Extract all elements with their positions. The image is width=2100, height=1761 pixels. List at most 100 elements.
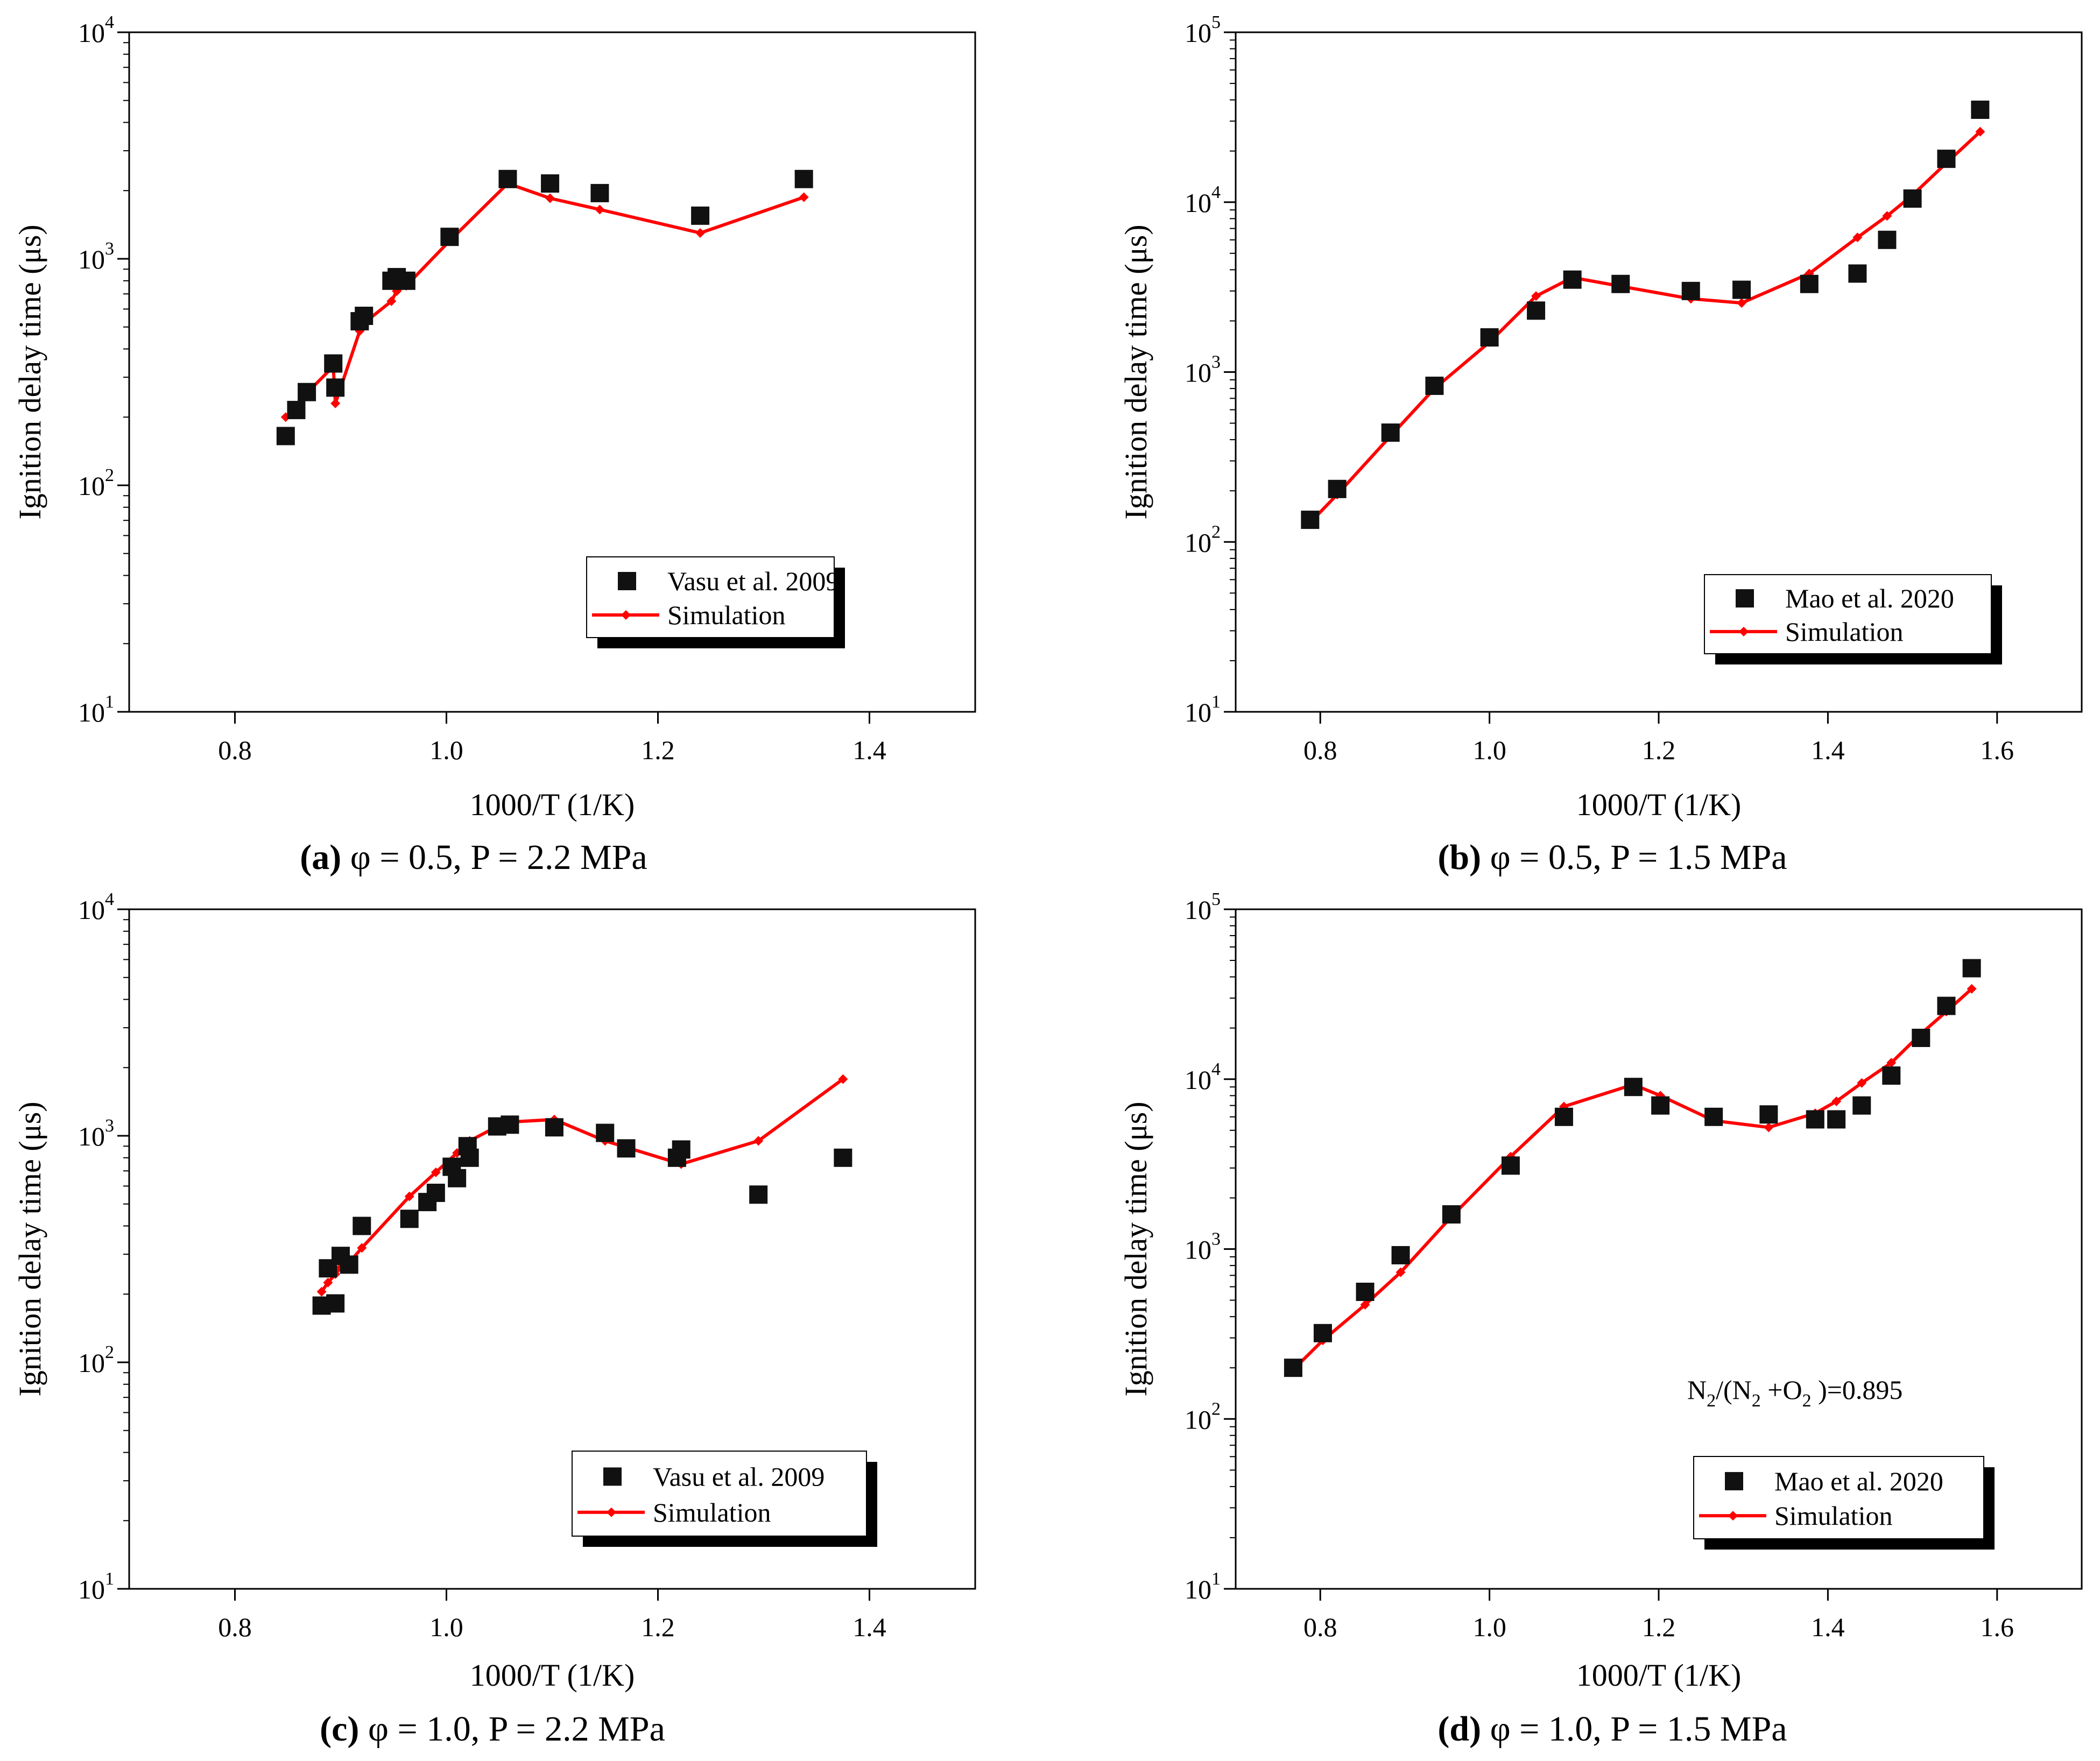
legend-experiment-marker <box>603 1467 622 1486</box>
x-tick-label: 1.4 <box>1811 1612 1845 1642</box>
y-tick-exponent: 2 <box>105 465 114 485</box>
y-tick-label: 104 <box>1185 1059 1221 1095</box>
experiment-point <box>672 1140 690 1159</box>
experiment-point <box>1651 1096 1670 1115</box>
y-tick-label: 102 <box>1185 1399 1221 1434</box>
legend-experiment-marker <box>1736 589 1754 608</box>
simulation-point <box>1975 126 1985 137</box>
y-tick-base: 10 <box>1185 527 1211 557</box>
experiment-point <box>1284 1359 1302 1377</box>
x-axis-title: 1000/T (1/K) <box>470 1658 635 1693</box>
y-tick-exponent: 2 <box>105 1342 114 1362</box>
legend-experiment-label: Vasu et al. 2009 <box>667 566 839 596</box>
simulation-point <box>316 1286 327 1297</box>
experiment-point <box>617 1139 636 1158</box>
legend-box <box>1704 574 1992 654</box>
simulation-point <box>357 1243 367 1253</box>
panel-caption: (c) φ = 1.0, P = 2.2 MPa <box>320 1709 665 1749</box>
y-tick-base: 10 <box>1185 18 1211 48</box>
legend-box <box>1693 1456 1984 1539</box>
panel-caption: (b) φ = 0.5, P = 1.5 MPa <box>1437 838 1787 877</box>
y-axis-title: Ignition delay time (μs) <box>12 1101 47 1396</box>
annotation-subscript: 2 <box>1802 1391 1812 1411</box>
legend-experiment-label: Mao et al. 2020 <box>1785 583 1954 613</box>
y-tick-label: 102 <box>78 1342 114 1378</box>
experiment-point <box>1912 1029 1930 1048</box>
x-tick-label: 1.0 <box>429 1612 463 1642</box>
simulation-point <box>1886 1058 1897 1068</box>
y-tick-base: 10 <box>78 1574 105 1604</box>
experiment-point <box>1852 1096 1871 1115</box>
y-tick-base: 10 <box>78 1348 105 1378</box>
experiment-point <box>298 383 316 401</box>
x-axis-title: 1000/T (1/K) <box>1576 787 1742 822</box>
experiment-point <box>545 1118 563 1137</box>
x-tick-label: 1.6 <box>1981 735 2014 765</box>
simulation-point <box>323 1277 333 1288</box>
y-tick-exponent: 2 <box>1211 1399 1221 1419</box>
experiment-point <box>1937 150 1956 168</box>
x-tick-label: 1.0 <box>1472 735 1506 765</box>
simulation-line <box>320 1078 844 1293</box>
legend-experiment-label: Mao et al. 2020 <box>1774 1466 1943 1496</box>
y-tick-exponent: 5 <box>1211 889 1221 909</box>
y-tick-label: 102 <box>1185 522 1221 557</box>
caption-text: φ = 1.0, P = 2.2 MPa <box>359 1709 665 1749</box>
simulation-point <box>1531 291 1541 301</box>
simulation-line <box>284 182 805 419</box>
experiment-point <box>1971 100 1990 119</box>
legend-experiment-marker <box>1725 1472 1743 1490</box>
simulation-point <box>1882 211 1892 221</box>
annotation-text: +O <box>1761 1375 1802 1405</box>
caption-text: φ = 0.5, P = 2.2 MPa <box>341 838 647 877</box>
experiment-point <box>1827 1110 1846 1129</box>
experiment-point <box>1501 1156 1520 1175</box>
experiment-point <box>1759 1105 1778 1124</box>
experiment-point <box>276 427 295 445</box>
experiment-point <box>1356 1283 1375 1302</box>
experiment-point <box>1681 281 1700 300</box>
y-tick-base: 10 <box>1185 1235 1211 1265</box>
experiment-point <box>1611 274 1630 293</box>
experiment-point <box>1704 1107 1723 1126</box>
y-tick-label: 105 <box>1185 889 1221 925</box>
y-tick-exponent: 3 <box>105 1116 114 1136</box>
y-tick-base: 10 <box>1185 895 1211 925</box>
y-tick-label: 101 <box>78 692 114 727</box>
experiment-point <box>1624 1078 1643 1097</box>
y-axis-title: Ignition delay time (μs) <box>12 224 47 519</box>
y-tick-base: 10 <box>1185 188 1211 218</box>
experiment-point <box>426 1184 445 1203</box>
y-tick-base: 10 <box>78 471 105 501</box>
y-tick-label: 101 <box>78 1569 114 1604</box>
experiment-point <box>1878 230 1897 249</box>
composition-annotation: N2/(N2 +O2 )=0.895 <box>1687 1375 1902 1411</box>
y-axis-title: Ignition delay time (μs) <box>1118 1101 1153 1396</box>
legend-simulation-label: Simulation <box>653 1497 771 1527</box>
caption-text: φ = 0.5, P = 1.5 MPa <box>1481 838 1787 877</box>
legend-simulation-marker <box>607 1507 616 1517</box>
legend-simulation-label: Simulation <box>667 600 785 630</box>
caption-text: φ = 1.0, P = 1.5 MPa <box>1481 1709 1787 1749</box>
simulation-point <box>1396 1267 1406 1277</box>
experiment-point <box>1554 1107 1573 1126</box>
experiment-point <box>460 1148 479 1167</box>
panel-caption: (d) φ = 1.0, P = 1.5 MPa <box>1437 1709 1787 1749</box>
experiment-point <box>1480 328 1499 347</box>
experiment-point <box>326 1294 345 1313</box>
experiment-point <box>1848 264 1867 283</box>
y-tick-exponent: 1 <box>1211 692 1221 712</box>
simulation-point <box>1804 268 1814 279</box>
y-tick-base: 10 <box>1185 358 1211 388</box>
y-tick-exponent: 4 <box>105 889 114 909</box>
y-tick-exponent: 4 <box>1211 1059 1221 1079</box>
simulation-point <box>545 193 555 203</box>
x-tick-label: 1.6 <box>1981 1612 2014 1642</box>
experiment-point <box>353 1217 371 1235</box>
y-tick-exponent: 1 <box>1211 1569 1221 1589</box>
caption-letter: (d) <box>1437 1709 1481 1749</box>
y-tick-base: 10 <box>1185 697 1211 727</box>
experiment-point <box>355 307 374 326</box>
